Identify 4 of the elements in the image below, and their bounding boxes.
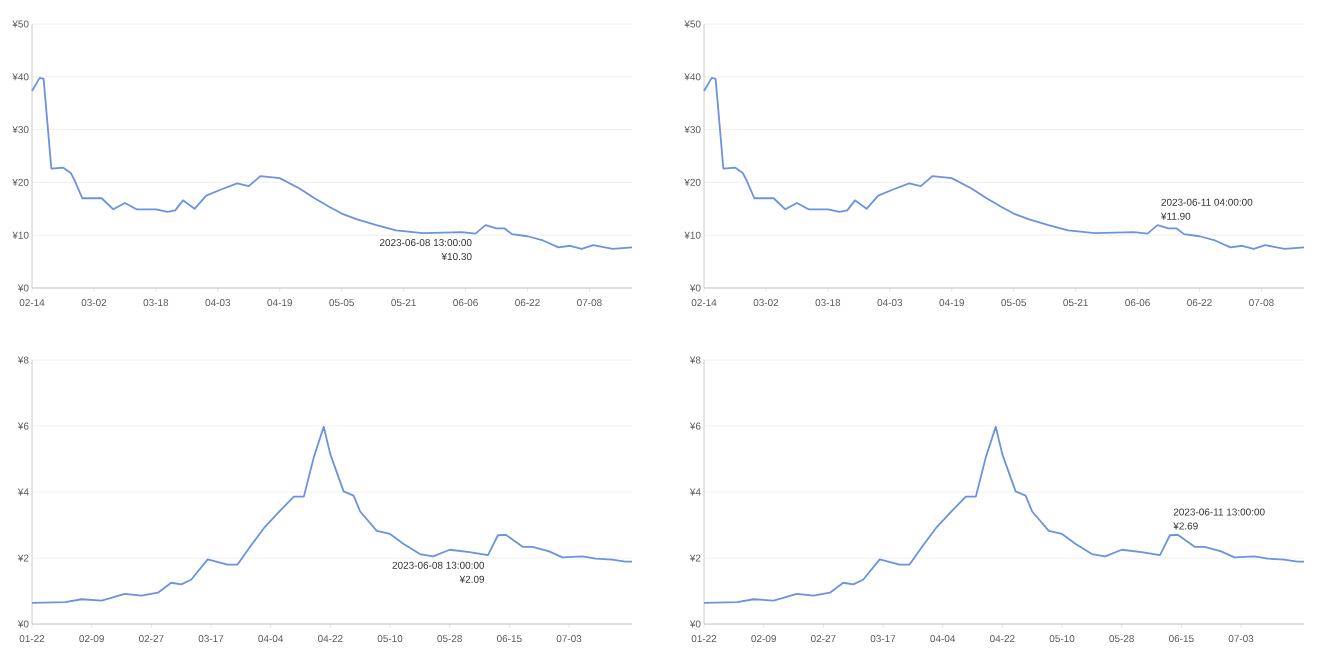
line-series (31, 76, 633, 250)
line-series (31, 425, 633, 604)
line-series (703, 76, 1305, 250)
line-series (703, 425, 1305, 604)
